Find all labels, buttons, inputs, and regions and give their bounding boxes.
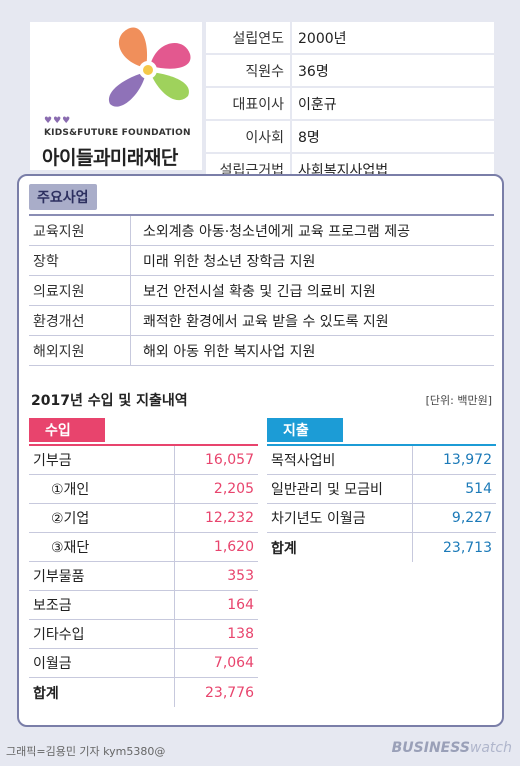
income-row: 기타수입 138 xyxy=(29,620,258,649)
income-name: ③재단 xyxy=(29,533,175,561)
expense-name: 일반관리 및 모금비 xyxy=(267,475,413,503)
business-desc: 미래 위한 청소년 장학금 지원 xyxy=(143,253,316,270)
info-key: 이사회 xyxy=(206,121,290,152)
expense-value: 13,972 xyxy=(443,452,492,468)
business-name: 환경개선 xyxy=(29,306,131,335)
business-row: 교육지원 소외계층 아동·청소년에게 교육 프로그램 제공 xyxy=(29,216,494,246)
expense-value: 9,227 xyxy=(451,510,492,526)
income-row: ③재단 1,620 xyxy=(29,533,258,562)
income-name: 이월금 xyxy=(29,649,175,677)
expense-row: 일반관리 및 모금비 514 xyxy=(267,475,496,504)
expense-row: 목적사업비 13,972 xyxy=(267,446,496,475)
income-row: 기부물품 353 xyxy=(29,562,258,591)
expense-total-row: 합계 23,713 xyxy=(267,533,496,562)
main-panel: 주요사업 교육지원 소외계층 아동·청소년에게 교육 프로그램 제공 장학 미래… xyxy=(17,174,504,727)
income-table: 기부금 16,057 ①개인 2,205 ②기업 12,232 ③재단 1,62… xyxy=(29,444,258,707)
logo-name-en: KIDS&FUTURE FOUNDATION xyxy=(44,128,191,138)
income-value: 353 xyxy=(227,568,254,584)
income-value: 7,064 xyxy=(213,655,254,671)
expense-row: 차기년도 이월금 9,227 xyxy=(267,504,496,533)
finance-title: 2017년 수입 및 지출내역 xyxy=(31,393,188,409)
income-row: ②기업 12,232 xyxy=(29,504,258,533)
info-value: 이훈규 xyxy=(292,88,494,119)
income-label: 수입 xyxy=(29,418,105,442)
graphic-credit: 그래픽=김용민 기자 kym5380@ xyxy=(6,745,166,758)
info-value: 2000년 xyxy=(292,22,494,53)
business-name: 의료지원 xyxy=(29,276,131,305)
expense-total-value: 23,713 xyxy=(443,539,492,556)
info-key: 설립연도 xyxy=(206,22,290,53)
income-row: 기부금 16,057 xyxy=(29,446,258,475)
business-desc: 쾌적한 환경에서 교육 받을 수 있도록 지원 xyxy=(143,313,389,330)
income-row: ①개인 2,205 xyxy=(29,475,258,504)
income-value: 138 xyxy=(227,626,254,642)
info-row: 직원수 36명 xyxy=(206,55,494,86)
expense-table: 목적사업비 13,972 일반관리 및 모금비 514 차기년도 이월금 9,2… xyxy=(267,444,496,562)
expense-total-name: 합계 xyxy=(267,533,413,562)
foundation-info-table: 설립연도 2000년 직원수 36명 대표이사 이훈규 이사회 8명 설립근거법… xyxy=(206,22,494,187)
income-value: 2,205 xyxy=(213,481,254,497)
foundation-logo: ♥♥♥ KIDS&FUTURE FOUNDATION 아이들과미래재단 xyxy=(30,22,202,170)
income-value: 12,232 xyxy=(205,510,254,526)
business-desc: 소외계층 아동·청소년에게 교육 프로그램 제공 xyxy=(143,223,410,240)
expense-name: 차기년도 이월금 xyxy=(267,504,413,532)
income-total-name: 합계 xyxy=(29,678,175,707)
income-name: 기부물품 xyxy=(29,562,175,590)
business-name: 장학 xyxy=(29,246,131,275)
business-row: 환경개선 쾌적한 환경에서 교육 받을 수 있도록 지원 xyxy=(29,306,494,336)
info-key: 직원수 xyxy=(206,55,290,86)
business-table: 교육지원 소외계층 아동·청소년에게 교육 프로그램 제공 장학 미래 위한 청… xyxy=(29,214,494,366)
info-row: 대표이사 이훈규 xyxy=(206,88,494,119)
logo-name-ko: 아이들과미래재단 xyxy=(42,147,178,169)
income-value: 16,057 xyxy=(205,452,254,468)
income-total-value: 23,776 xyxy=(205,684,254,701)
info-row: 이사회 8명 xyxy=(206,121,494,152)
info-value: 36명 xyxy=(292,55,494,86)
business-row: 해외지원 해외 아동 위한 복지사업 지원 xyxy=(29,336,494,366)
business-row: 의료지원 보건 안전시설 확충 및 긴급 의료비 지원 xyxy=(29,276,494,306)
business-desc: 보건 안전시설 확충 및 긴급 의료비 지원 xyxy=(143,283,376,300)
brand-name-a: BUSINESS xyxy=(391,740,470,756)
income-name: 기타수입 xyxy=(29,620,175,648)
expense-value: 514 xyxy=(465,481,492,497)
business-desc: 해외 아동 위한 복지사업 지원 xyxy=(143,343,316,360)
income-name: ②기업 xyxy=(29,504,175,532)
brand-name-b: watch xyxy=(469,740,512,756)
info-key: 대표이사 xyxy=(206,88,290,119)
income-name: 기부금 xyxy=(29,446,175,474)
income-value: 164 xyxy=(227,597,254,613)
logo-hearts: ♥♥♥ xyxy=(44,116,72,126)
info-value: 8명 xyxy=(292,121,494,152)
finance-unit: [단위: 백만원] xyxy=(425,394,492,407)
income-row: 보조금 164 xyxy=(29,591,258,620)
business-section-title: 주요사업 xyxy=(29,184,97,210)
income-row: 이월금 7,064 xyxy=(29,649,258,678)
income-name: ①개인 xyxy=(29,475,175,503)
income-name: 보조금 xyxy=(29,591,175,619)
info-row: 설립연도 2000년 xyxy=(206,22,494,53)
expense-name: 목적사업비 xyxy=(267,446,413,474)
brand-logo: BUSINESSwatch xyxy=(392,740,512,756)
income-value: 1,620 xyxy=(213,539,254,555)
income-total-row: 합계 23,776 xyxy=(29,678,258,707)
business-name: 해외지원 xyxy=(29,336,131,365)
business-row: 장학 미래 위한 청소년 장학금 지원 xyxy=(29,246,494,276)
business-name: 교육지원 xyxy=(29,216,131,245)
flower-logo-icon xyxy=(108,27,191,107)
expense-label: 지출 xyxy=(267,418,343,442)
